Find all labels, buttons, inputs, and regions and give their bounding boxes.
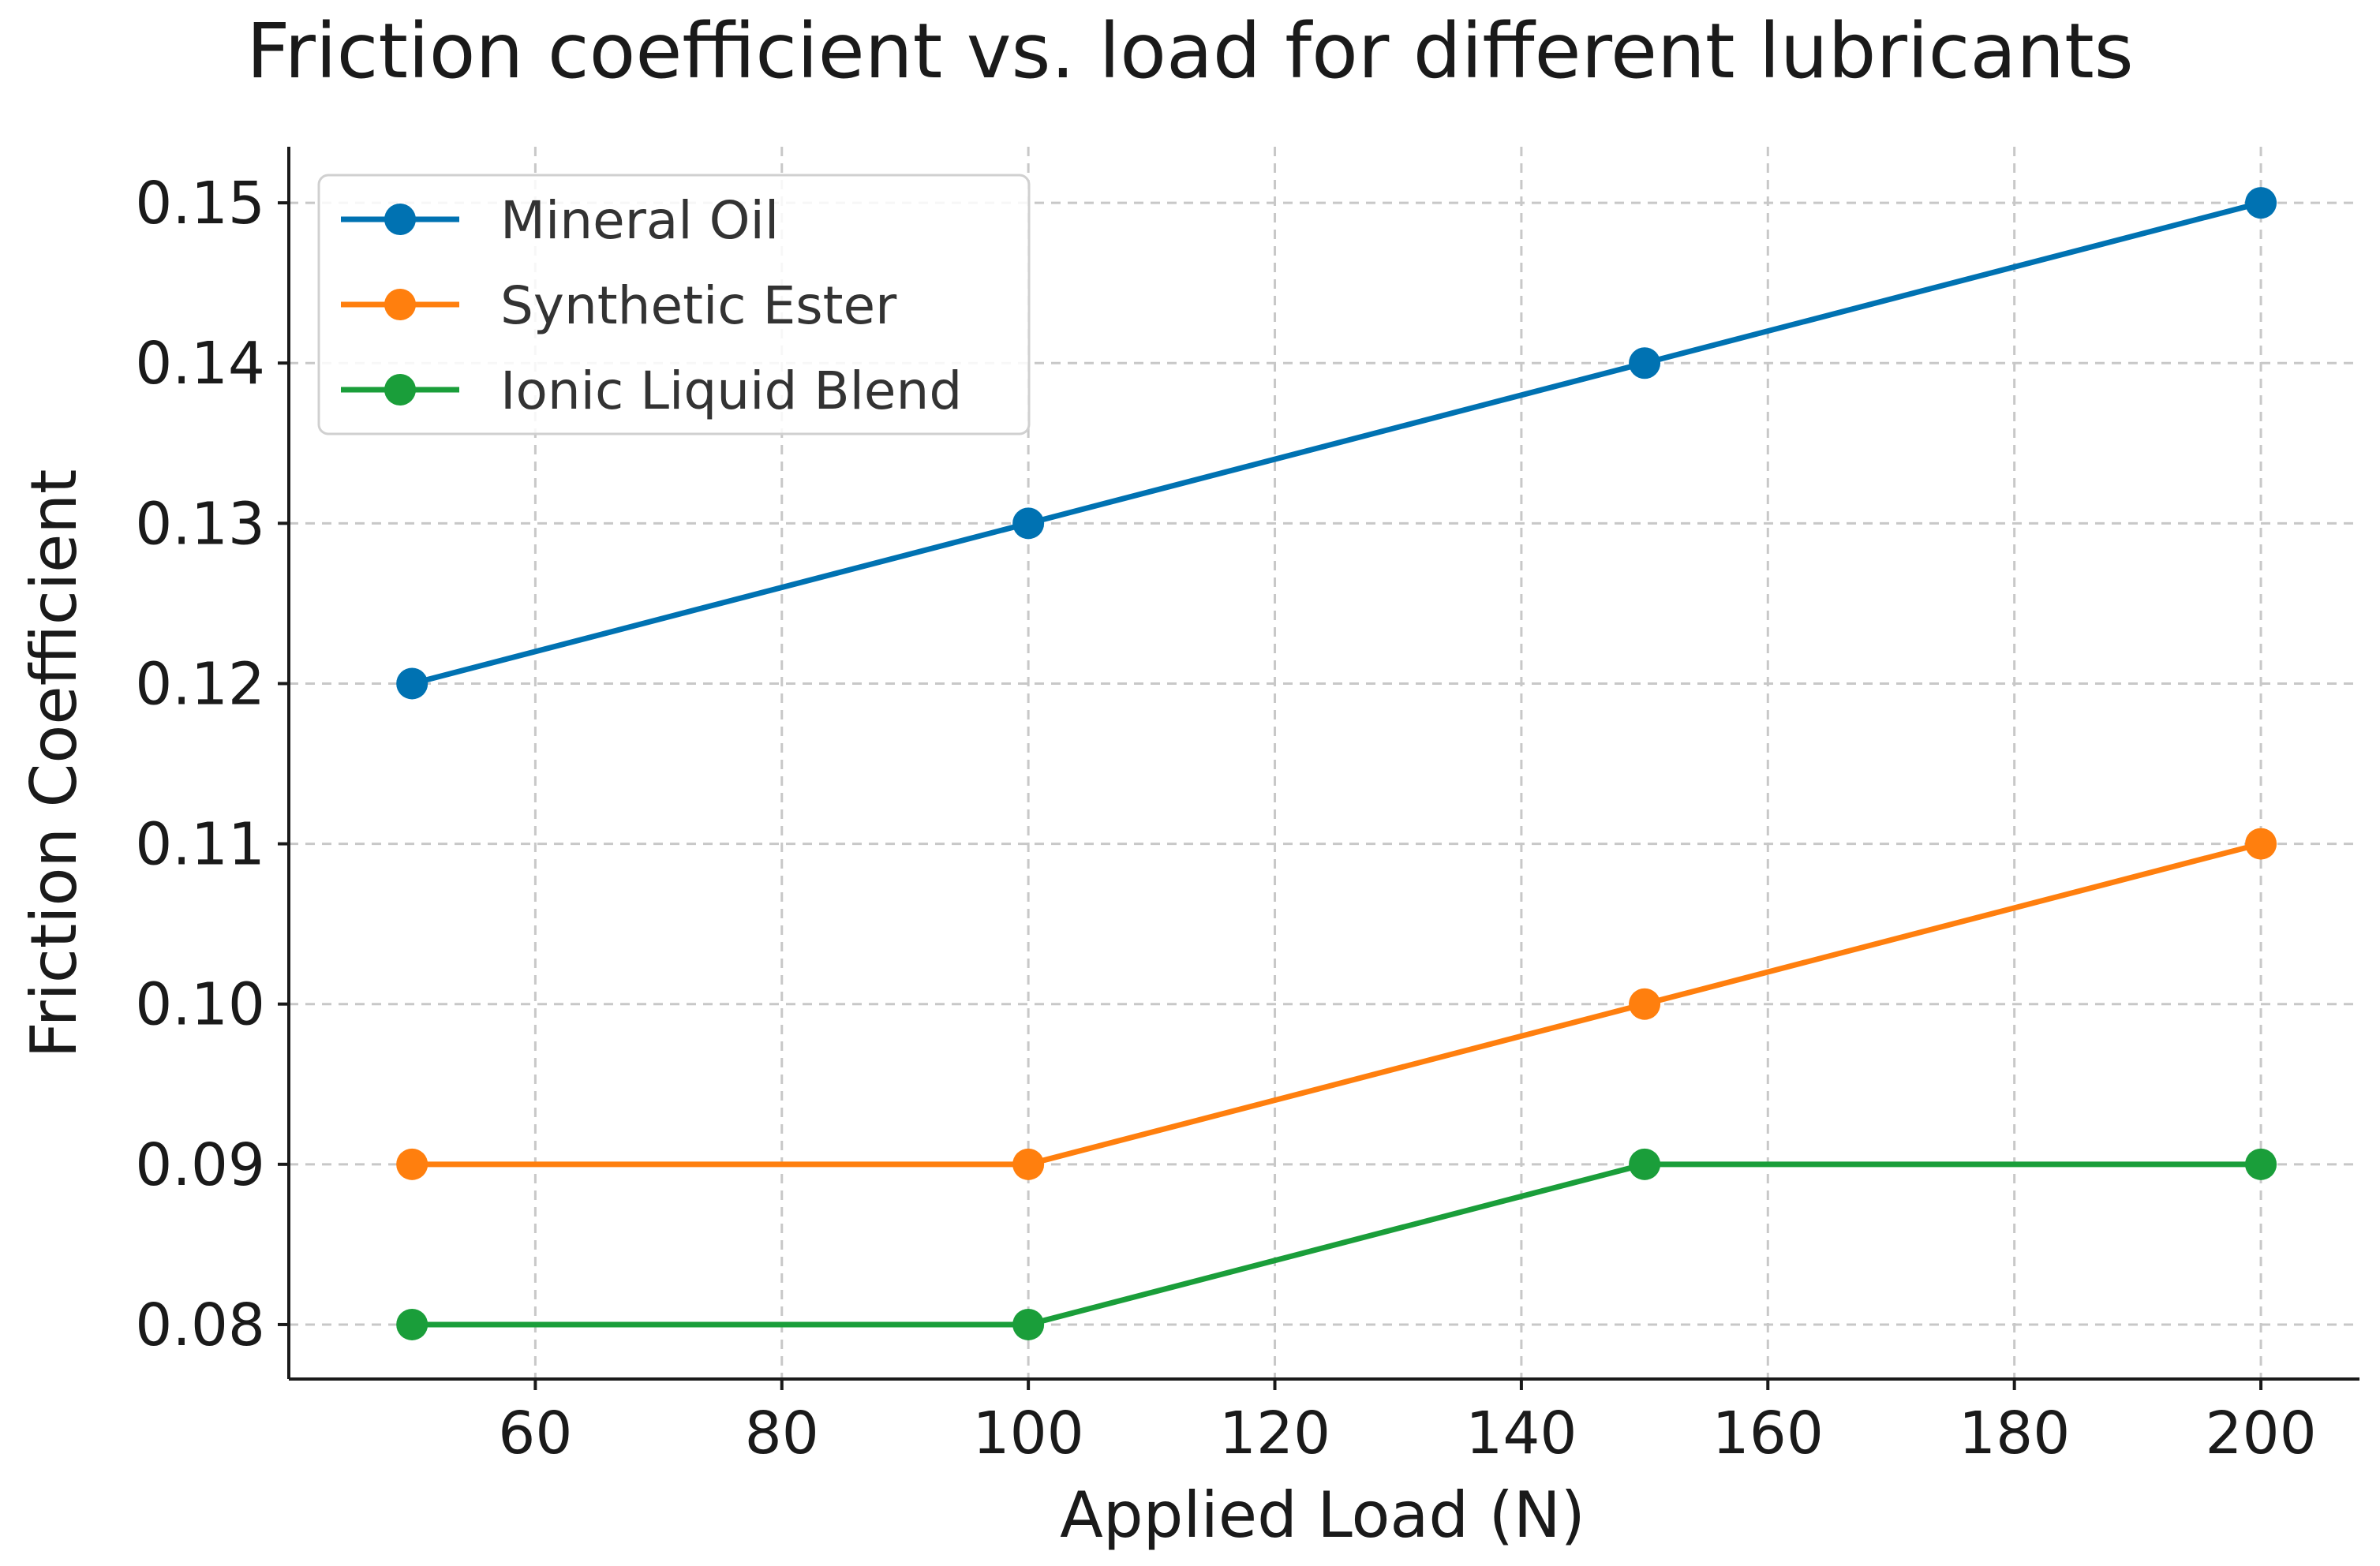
- series-line-synthetic-ester: [409, 841, 2264, 1168]
- legend-label-synthetic-ester: Synthetic Ester: [500, 275, 897, 336]
- legend-label-ionic-liquid-blend: Ionic Liquid Blend: [500, 361, 962, 421]
- y-tick-label: 0.10: [135, 971, 265, 1039]
- data-point-ionic-liquid-blend: [1629, 1148, 1661, 1180]
- data-point-synthetic-ester: [2245, 828, 2277, 860]
- x-tick-label: 120: [1219, 1400, 1330, 1467]
- x-tick-label: 140: [1465, 1400, 1577, 1467]
- y-tick-label: 0.09: [135, 1131, 265, 1199]
- x-tick-label: 80: [745, 1400, 819, 1467]
- legend-marker-mineral-oil: [384, 204, 416, 235]
- data-point-ionic-liquid-blend: [1012, 1308, 1045, 1340]
- data-point-synthetic-ester: [1012, 1148, 1045, 1180]
- series-line-ionic-liquid-blend: [409, 1161, 2264, 1328]
- series-ionic-liquid-blend: [396, 1148, 2277, 1340]
- x-tick-label: 160: [1712, 1400, 1824, 1467]
- y-tick-label: 0.08: [135, 1291, 265, 1359]
- y-tick-label: 0.13: [135, 490, 265, 558]
- series-mineral-oil: [396, 187, 2277, 700]
- legend-marker-ionic-liquid-blend: [384, 374, 416, 406]
- data-point-ionic-liquid-blend: [2245, 1148, 2277, 1180]
- data-point-mineral-oil: [1629, 347, 1661, 379]
- chart-title: Friction coefficient vs. load for differ…: [246, 7, 2133, 95]
- ticks: 60 80 100 120 140 160 180 200 0.08 0.09 0.10 0.11 0.…: [135, 170, 2316, 1467]
- legend-label-mineral-oil: Mineral Oil: [500, 190, 779, 251]
- series-synthetic-ester: [396, 828, 2277, 1180]
- data-point-synthetic-ester: [396, 1148, 428, 1180]
- y-tick-label: 0.11: [135, 811, 265, 879]
- data-point-mineral-oil: [396, 667, 428, 700]
- y-tick-label: 0.14: [135, 330, 265, 398]
- x-tick-label: 180: [1959, 1400, 2070, 1467]
- x-tick-label: 60: [498, 1400, 572, 1467]
- data-point-synthetic-ester: [1629, 988, 1661, 1020]
- data-point-mineral-oil: [2245, 187, 2277, 219]
- data-point-mineral-oil: [1012, 507, 1045, 540]
- series-line-mineral-oil: [409, 200, 2264, 686]
- x-axis-label: Applied Load (N): [1060, 1478, 1585, 1552]
- y-axis-label: Friction Coefficient: [17, 469, 91, 1059]
- legend: Mineral Oil Synthetic Ester Ionic Liquid B…: [317, 174, 1031, 435]
- x-tick-label: 100: [973, 1400, 1084, 1467]
- data-point-ionic-liquid-blend: [396, 1308, 428, 1340]
- legend-marker-synthetic-ester: [384, 289, 416, 320]
- legend-box: [317, 174, 1031, 435]
- x-tick-label: 200: [2205, 1400, 2316, 1467]
- y-tick-label: 0.15: [135, 170, 265, 237]
- y-tick-label: 0.12: [135, 650, 265, 718]
- data-series: [396, 187, 2277, 1340]
